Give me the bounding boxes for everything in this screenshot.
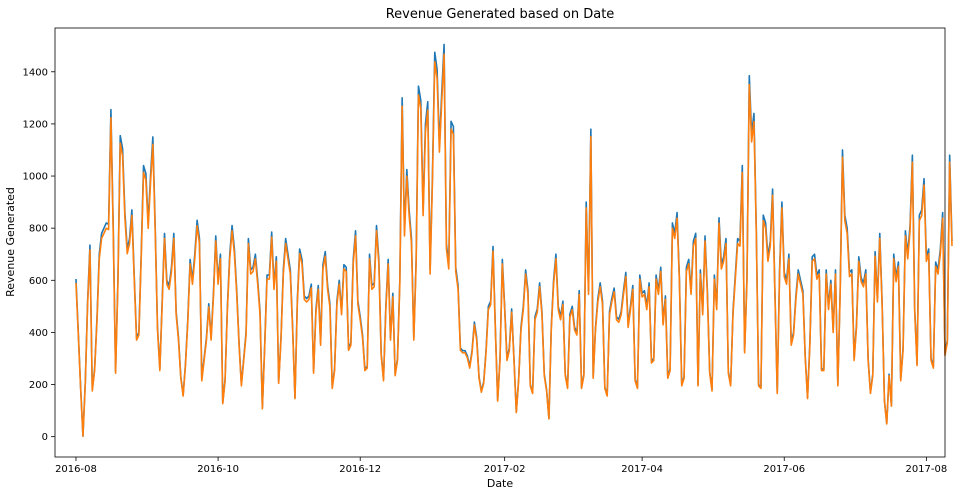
x-tick-label: 2016-08 xyxy=(55,464,97,475)
y-tick-label: 1400 xyxy=(23,67,48,78)
x-tick-label: 2016-10 xyxy=(197,464,239,475)
x-axis-label: Date xyxy=(487,477,514,490)
plot-frame xyxy=(54,27,946,458)
x-tick-label: 2017-08 xyxy=(905,464,947,475)
y-tick-label: 800 xyxy=(29,224,48,235)
y-tick-label: 600 xyxy=(29,276,48,287)
y-tick-label: 1200 xyxy=(23,119,48,130)
y-axis-label: Revenue Generated xyxy=(4,187,17,297)
chart-title: Revenue Generated based on Date xyxy=(386,7,615,22)
x-tick-label: 2017-06 xyxy=(763,464,805,475)
y-tick-label: 0 xyxy=(42,432,48,443)
x-tick-label: 2017-02 xyxy=(484,464,526,475)
plot-area xyxy=(75,43,953,437)
series-line-orange xyxy=(75,53,953,437)
y-tick-label: 400 xyxy=(29,328,48,339)
x-axis: 2016-08 2016-10 2016-12 2017-02 2017-04 2017-… xyxy=(55,457,947,475)
x-tick-label: 2017-04 xyxy=(621,464,663,475)
y-tick-label: 200 xyxy=(29,380,48,391)
y-tick-label: 1000 xyxy=(23,172,48,183)
x-tick-label: 2016-12 xyxy=(339,464,381,475)
y-axis: 0 200 400 600 800 1000 1200 1400 xyxy=(23,67,55,443)
